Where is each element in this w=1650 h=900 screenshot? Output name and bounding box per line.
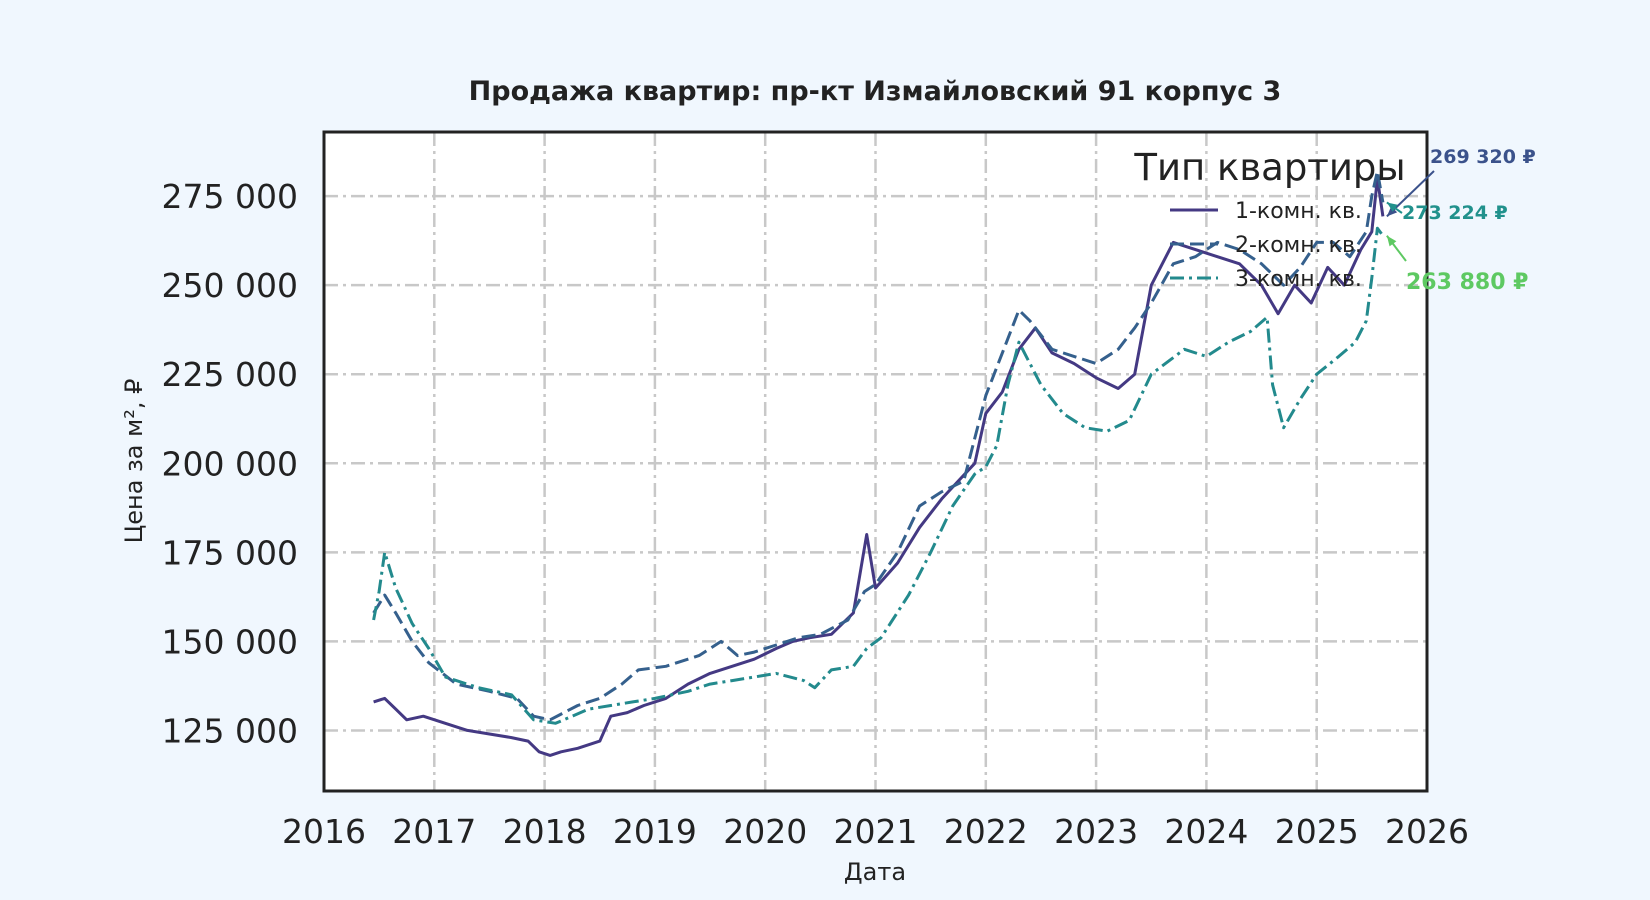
annotation-label-1: 269 320 ₽ bbox=[1430, 146, 1536, 168]
series-line-3 bbox=[372, 226, 1385, 725]
x-tick-label: 2025 bbox=[1275, 812, 1359, 851]
x-tick-label: 2021 bbox=[834, 812, 918, 851]
x-tick-label: 2019 bbox=[613, 812, 697, 851]
annotation-label-3: 263 880 ₽ bbox=[1406, 270, 1528, 295]
y-tick-label: 125 000 bbox=[162, 711, 298, 750]
chart-title: Продажа квартир: пр-кт Измайловский 91 к… bbox=[469, 76, 1282, 107]
legend: Тип квартиры 1-комн. кв. 2-комн. кв. 3-ком… bbox=[1133, 146, 1405, 292]
y-tick-label: 200 000 bbox=[162, 444, 298, 483]
x-tick-label: 2020 bbox=[723, 812, 807, 851]
annotation-arrowhead-3 bbox=[1386, 235, 1397, 247]
x-tick-label: 2022 bbox=[944, 812, 1028, 851]
legend-entry-2: 2-комн. кв. bbox=[1235, 233, 1362, 258]
legend-entries: 1-комн. кв. 2-комн. кв. 3-комн. кв. bbox=[1170, 199, 1362, 292]
annotation-arrowhead-1 bbox=[1386, 206, 1398, 217]
legend-entry-3: 3-комн. кв. bbox=[1235, 267, 1362, 292]
x-tick-label: 2016 bbox=[282, 812, 366, 851]
series-line-2 bbox=[372, 169, 1385, 722]
y-tick-label: 225 000 bbox=[162, 355, 298, 394]
y-tick-label: 250 000 bbox=[162, 266, 298, 305]
annotation-arrowhead-2 bbox=[1386, 202, 1398, 212]
plot-area bbox=[322, 130, 1429, 793]
legend-title: Тип квартиры bbox=[1133, 146, 1405, 189]
x-tick-label: 2023 bbox=[1054, 812, 1138, 851]
x-axis-label: Дата bbox=[844, 858, 906, 886]
y-tick-labels: 125 000 150 000 175 000 200 000 225 000 250 0… bbox=[162, 177, 298, 750]
y-tick-label: 150 000 bbox=[162, 622, 298, 661]
x-tick-label: 2024 bbox=[1164, 812, 1248, 851]
series-layer bbox=[372, 169, 1385, 757]
x-tick-label: 2017 bbox=[392, 812, 476, 851]
y-axis-label: Цена за м², ₽ bbox=[120, 379, 148, 544]
x-tick-label: 2018 bbox=[503, 812, 587, 851]
plot-frame bbox=[322, 130, 1429, 793]
x-tick-labels: 2016 2017 2018 2019 2020 2021 2022 2023 2024 2025… bbox=[282, 812, 1469, 851]
annotations: 269 320 ₽ 273 224 ₽ 263 880 ₽ bbox=[1386, 146, 1536, 295]
series-line-1 bbox=[373, 176, 1385, 757]
annotation-label-2: 273 224 ₽ bbox=[1402, 202, 1508, 224]
legend-entry-1: 1-комн. кв. bbox=[1235, 199, 1362, 224]
y-tick-label: 175 000 bbox=[162, 533, 298, 572]
y-tick-label: 275 000 bbox=[162, 177, 298, 216]
x-tick-label: 2026 bbox=[1385, 812, 1469, 851]
